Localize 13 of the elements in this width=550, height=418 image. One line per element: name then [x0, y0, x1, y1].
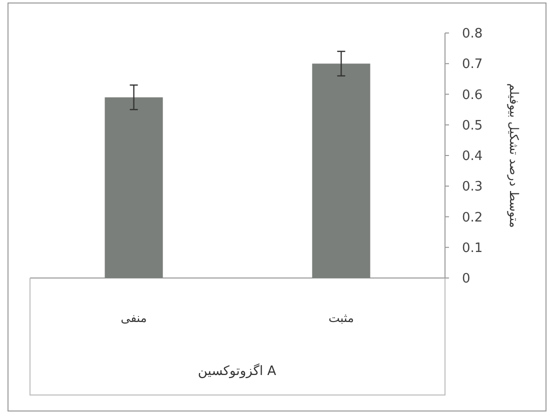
y-tick-label: 0	[462, 272, 470, 287]
x-tick-label: منفی	[120, 311, 147, 325]
y-tick-label: 0.1	[462, 240, 483, 256]
y-axis-title: متوسط درصد تشکیل بیوفیلم	[507, 83, 521, 228]
x-axis-title: اگزوتوکسین A	[198, 363, 276, 379]
y-tick-label: 0.4	[462, 149, 483, 164]
y-tick-label: 0.7	[462, 57, 483, 72]
y-tick-label: 0.8	[462, 26, 483, 42]
y-tick-label: 0.3	[462, 180, 483, 195]
y-tick-label: 0.2	[462, 210, 483, 226]
y-tick-label: 0.5	[462, 118, 483, 134]
y-tick-label: 0.6	[462, 88, 483, 103]
x-tick-label: مثبت	[328, 311, 354, 325]
